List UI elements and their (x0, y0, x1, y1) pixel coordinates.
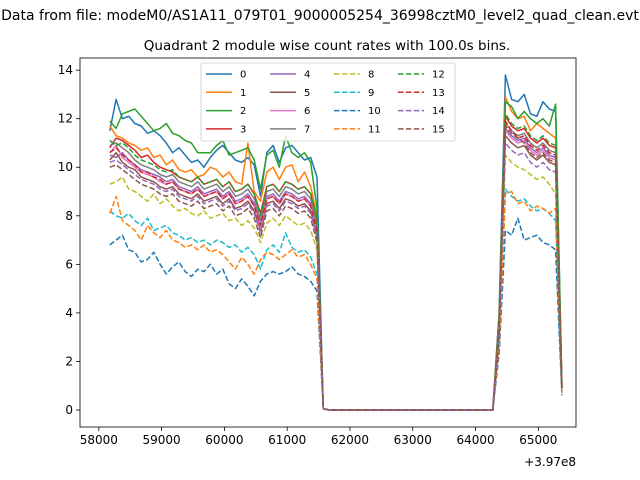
series-line-9 (109, 188, 563, 411)
figure-suptitle: Data from file: modeM0/AS1A11_079T01_900… (1, 8, 639, 24)
x-tick-label: 63000 (394, 433, 432, 447)
series-line-12 (109, 113, 563, 411)
plot-lines (109, 74, 563, 411)
legend-label-14: 14 (432, 106, 445, 117)
x-tick-label: 62000 (331, 433, 369, 447)
legend-label-12: 12 (432, 70, 445, 81)
plot-frame (79, 57, 577, 428)
series-line-15 (109, 125, 563, 411)
y-tick-label: 0 (65, 403, 73, 417)
y-tick-label: 14 (58, 63, 73, 77)
legend-label-6: 6 (304, 106, 310, 117)
chart-title: Quadrant 2 module wise count rates with … (144, 38, 510, 54)
y-tick-label: 4 (65, 306, 73, 320)
series-line-13 (109, 120, 563, 411)
legend-label-0: 0 (240, 70, 246, 81)
x-tick-label: 59000 (143, 433, 181, 447)
legend-label-3: 3 (240, 124, 246, 135)
x-axis-offset-label: +3.97e8 (524, 455, 576, 469)
x-tick-label: 61000 (268, 433, 306, 447)
y-tick-label: 2 (65, 354, 73, 368)
legend-label-4: 4 (304, 70, 310, 81)
y-tick-label: 10 (58, 160, 73, 174)
legend-box (200, 62, 456, 142)
legend-label-15: 15 (432, 124, 445, 135)
legend-label-7: 7 (304, 124, 310, 135)
x-axis: 58000 59000 60000 61000 62000 63000 64000 65000 (80, 427, 557, 447)
legend-label-8: 8 (368, 70, 374, 81)
legend-label-10: 10 (368, 106, 381, 117)
x-tick-label: 60000 (205, 433, 243, 447)
legend-label-9: 9 (368, 88, 374, 99)
series-line-4 (109, 127, 563, 411)
legend-label-5: 5 (304, 88, 310, 99)
y-tick-label: 8 (65, 209, 73, 223)
x-tick-label: 64000 (456, 433, 494, 447)
y-tick-label: 12 (58, 112, 73, 126)
x-tick-label: 58000 (80, 433, 118, 447)
series-line-6 (109, 130, 563, 411)
legend-label-11: 11 (368, 124, 381, 135)
series-line-11 (109, 190, 563, 411)
series-line-14 (109, 142, 563, 411)
y-tick-label: 6 (65, 257, 73, 271)
x-tick-label: 65000 (519, 433, 557, 447)
series-line-1 (109, 96, 563, 411)
y-axis: 0 2 4 6 8 10 12 14 (58, 63, 80, 417)
legend-label-1: 1 (240, 88, 246, 99)
legend-label-13: 13 (432, 88, 445, 99)
legend-label-2: 2 (240, 106, 246, 117)
